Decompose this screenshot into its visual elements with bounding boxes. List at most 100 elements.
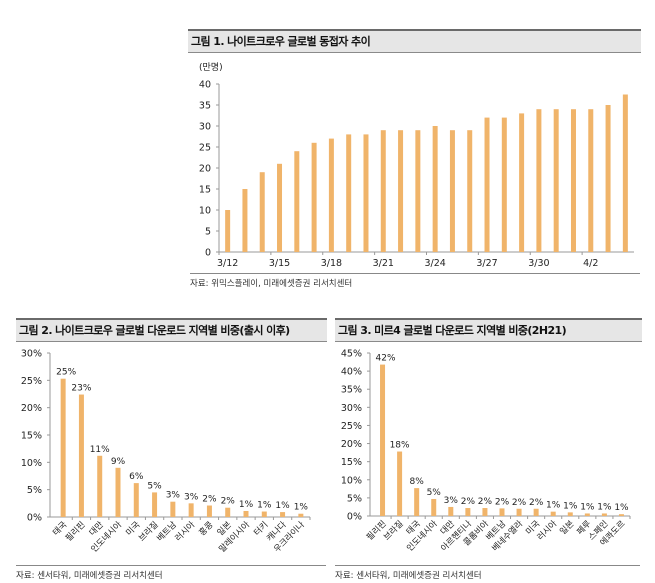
data-label: 3% <box>184 492 199 502</box>
y-tick-label: 35% <box>341 385 362 396</box>
bar <box>277 163 283 252</box>
chart2-source: 자료: 센서타워, 미래에셋증권 리서치센터 <box>16 565 326 581</box>
bar <box>570 109 576 252</box>
bar <box>243 510 249 517</box>
bar <box>380 130 386 252</box>
bar <box>415 130 421 252</box>
bar <box>618 514 624 516</box>
data-label: 1% <box>563 501 578 511</box>
x-tick-label: 필리핀 <box>63 519 87 543</box>
bar <box>501 117 507 252</box>
bar <box>206 505 212 517</box>
bar <box>516 508 522 516</box>
data-label: 1% <box>294 503 309 513</box>
data-label: 9% <box>111 457 126 467</box>
y-tick-label: 15% <box>341 457 362 468</box>
bar <box>225 210 231 252</box>
data-label: 5% <box>427 488 442 498</box>
bar <box>363 134 369 252</box>
x-tick-label: 3/30 <box>528 258 549 269</box>
bar <box>431 498 437 516</box>
bar <box>536 109 542 252</box>
x-tick-label: 러시아 <box>535 518 559 542</box>
y-tick-label: 15 <box>199 185 211 196</box>
bar <box>242 189 248 252</box>
data-label: 2% <box>529 498 544 508</box>
x-tick-label: 일본 <box>558 519 576 537</box>
x-tick-label: 3/21 <box>373 258 394 269</box>
bar <box>328 138 334 252</box>
bar <box>188 503 194 517</box>
bar <box>588 109 594 252</box>
bar <box>432 126 438 252</box>
data-label: 1% <box>580 502 595 512</box>
x-tick-label: 4/2 <box>583 258 598 269</box>
bar <box>398 130 404 252</box>
data-label: 2% <box>512 498 527 508</box>
x-tick-label: 3/15 <box>269 258 290 269</box>
data-label: 8% <box>410 477 425 487</box>
y-tick-label: 10% <box>341 475 362 486</box>
bar <box>584 513 590 516</box>
data-label: 2% <box>495 497 510 507</box>
bar <box>622 94 628 252</box>
y-tick-label: 30 <box>199 122 211 133</box>
data-label: 2% <box>478 497 493 507</box>
bar <box>605 105 611 252</box>
data-label: 6% <box>129 472 144 482</box>
data-label: 1% <box>275 501 290 511</box>
data-label: 1% <box>597 502 612 512</box>
bar <box>397 451 403 516</box>
bar <box>170 501 176 517</box>
bar <box>261 511 267 517</box>
y-tick-label: 40 <box>199 80 211 91</box>
data-label: 2% <box>202 495 217 505</box>
y-tick-label: 25 <box>199 143 211 154</box>
bar <box>553 109 559 252</box>
bar <box>280 512 286 517</box>
y-tick-label: 25% <box>21 376 42 387</box>
data-label: 25% <box>56 368 76 378</box>
x-tick-label: 홍콩 <box>197 519 216 538</box>
data-label: 1% <box>614 503 629 513</box>
bar <box>294 151 300 252</box>
bar <box>448 506 454 516</box>
bar <box>346 134 352 252</box>
y-tick-label: 40% <box>341 367 362 378</box>
bar <box>449 130 455 252</box>
chart2-title: 그림 2. 나이트크로우 글로벌 다운로드 지역별 비중(출시 이후) <box>16 318 327 342</box>
y-tick-label: 5% <box>27 485 42 496</box>
bar <box>467 130 473 252</box>
bar <box>499 508 505 516</box>
bar <box>152 492 158 517</box>
y-tick-label: 20% <box>21 403 42 414</box>
y-tick-label: 20% <box>341 439 362 450</box>
x-tick-label: 3/18 <box>321 258 342 269</box>
y-tick-label: 0% <box>347 512 362 523</box>
bar <box>533 508 539 516</box>
chart1-title: 그림 1. 나이트크로우 글로벌 동접자 추이 <box>188 29 641 53</box>
data-label: 2% <box>461 497 476 507</box>
bar <box>465 508 471 516</box>
y-tick-label: 5% <box>347 493 362 504</box>
bar <box>484 117 490 252</box>
y-tick-label: 10 <box>199 206 211 217</box>
y-tick-label: 25% <box>341 421 362 432</box>
data-label: 11% <box>90 445 110 455</box>
data-label: 3% <box>444 496 459 506</box>
bar <box>298 513 304 517</box>
y-tick-label: 35 <box>199 101 211 112</box>
bar <box>380 364 386 516</box>
bar <box>414 488 420 516</box>
x-tick-label: 베트남 <box>155 520 179 544</box>
x-tick-label: 러시아 <box>173 519 197 543</box>
y-tick-label: 45% <box>341 349 362 360</box>
y-tick-label: 10% <box>21 458 42 469</box>
chart1-source: 자료: 위믹스플레이, 미래에셋증권 리서치센터 <box>190 273 640 289</box>
bar <box>311 142 317 252</box>
y-tick-label: 30% <box>21 349 42 360</box>
y-tick-label: 0% <box>27 513 42 524</box>
x-tick-label: 브라질 <box>136 519 160 543</box>
data-label: 2% <box>221 497 236 507</box>
bar <box>115 467 121 517</box>
